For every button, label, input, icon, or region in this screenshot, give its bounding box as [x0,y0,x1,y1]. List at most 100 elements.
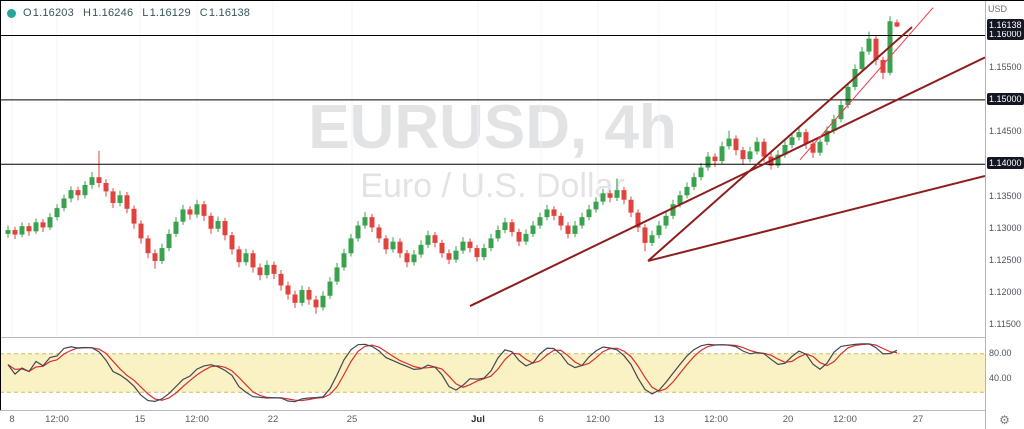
candle [306,286,312,305]
candle [313,295,319,314]
candle [495,225,501,242]
candle [187,206,193,220]
candle [145,235,151,259]
candle [607,190,613,203]
low-value: L1.16129 [142,7,191,19]
time-axis-label: 12:00 [833,414,857,425]
candle [740,146,746,165]
trendline[interactable] [647,26,913,262]
gear-icon[interactable]: ⚙ [985,411,1024,429]
candle [180,204,186,225]
candle [341,248,347,271]
time-axis-label: 22 [267,414,279,425]
trendline[interactable] [647,174,985,262]
time-axis-label: 8 [9,414,15,425]
candle [334,262,340,285]
candle [656,221,662,239]
candle [173,217,179,238]
candle [369,213,375,232]
candle [257,263,263,281]
time-axis-label: 12:00 [704,414,728,425]
candle [418,240,424,258]
candle [166,229,172,252]
ohlc-legend: O1.16203 H1.16246 L1.16129 C1.16138 [7,7,259,19]
candle [642,224,648,252]
high-value: H1.16246 [82,7,134,19]
candle [390,237,396,253]
candle [551,206,557,221]
open-value: O1.16203 [23,7,74,19]
candle [292,290,298,309]
trendline[interactable] [469,56,985,307]
candle [796,127,802,141]
candle [208,212,214,234]
price-axis[interactable]: USD 1.16000 1.15500 1.15000 1.14500 1.14000 1… [985,0,1024,429]
candle [278,269,284,291]
candle [159,243,165,265]
time-axis-label: 6 [538,414,544,425]
time-axis-label: 12:00 [45,414,69,425]
candle [82,181,88,199]
time-axis-label: 13 [653,414,665,425]
candle [726,130,732,150]
candle [355,221,361,242]
candle [138,220,144,244]
candle [320,291,326,311]
close-value: C1.16138 [199,7,251,19]
candle [523,229,529,245]
candle [614,178,620,202]
candle [348,233,354,257]
candle [719,141,725,165]
trendline[interactable] [799,7,934,161]
candle [845,82,851,109]
candle [460,237,466,254]
candle [75,186,81,201]
stochastic-k-line [7,343,898,403]
candle [467,238,473,253]
time-axis-separator [0,410,1024,411]
candle [754,137,760,155]
candle [89,172,95,189]
candle [264,260,270,279]
price-axis-label: 1.15500 [989,61,1022,72]
chart-left-border [0,0,1,410]
pane-separator[interactable] [0,337,1024,338]
oscillator-band [0,353,985,393]
candle [124,192,130,214]
series-toggle-dot-icon[interactable] [7,8,16,18]
candle [61,194,67,212]
candle [789,132,795,149]
candle [705,152,711,171]
price-line-badge: 1.14000 [987,157,1024,170]
candle [600,188,606,205]
candle [425,230,431,249]
candle [12,226,18,240]
oscillator-axis-label: 80.00 [989,347,1012,358]
candle [103,179,109,197]
candle [201,201,207,222]
candle [698,163,704,181]
candle [593,197,599,213]
main-chart-canvas[interactable] [0,0,985,337]
candle [544,204,550,221]
candle [586,204,592,221]
price-axis-label: 1.12500 [989,254,1022,265]
candle [271,261,277,280]
chart-top-border [0,0,1024,1]
candle [502,217,508,234]
oscillator-canvas[interactable] [0,338,985,410]
candle [362,211,368,229]
oscillator-axis-label: 40.00 [989,373,1012,384]
candle [54,204,60,221]
candle [446,249,452,265]
time-axis-label: 12:00 [185,414,209,425]
candle [411,250,417,266]
candle [397,238,403,258]
time-axis-label: Jul [471,414,485,425]
candle [628,196,634,218]
candle [838,100,844,123]
candle [894,19,900,28]
candle [19,222,25,238]
time-axis[interactable]: 8 12:00 15 12:00 22 25 Jul 6 12:00 13 12:00 20 12:00… [0,411,985,429]
